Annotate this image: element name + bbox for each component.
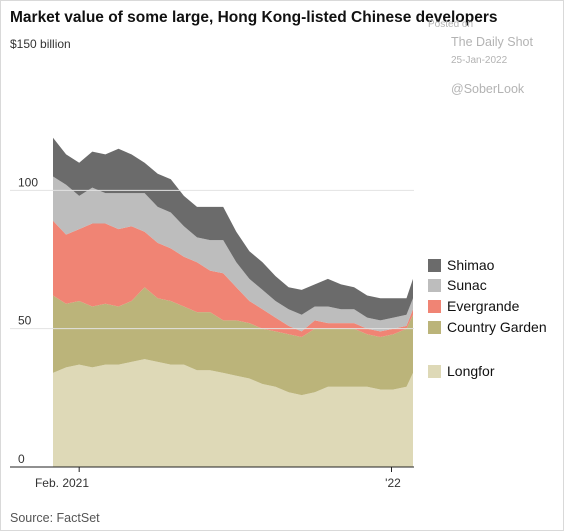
area-longfor [53, 359, 413, 467]
source-note: Source: FactSet [10, 511, 100, 525]
legend-item-country-garden: Country Garden [428, 318, 547, 336]
area-evergrande [53, 220, 413, 337]
legend-label-sunac: Sunac [447, 277, 487, 293]
area-country-garden [53, 287, 413, 396]
legend-swatch-sunac [428, 278, 441, 292]
watermark-date: 25-Jan-2022 [451, 55, 508, 66]
legend-item-sunac: Sunac [428, 276, 487, 294]
y-tick-label-50: 50 [18, 314, 32, 328]
watermark-posted-on: Posted on [428, 19, 474, 30]
x-tick-label-1: '22 [385, 476, 401, 490]
legend-label-longfor: Longfor [447, 363, 495, 379]
y-axis-unit-label: $150 billion [10, 37, 71, 51]
legend-swatch-shimao [428, 258, 441, 272]
legend-item-evergrande: Evergrande [428, 297, 519, 315]
area-sunac [53, 176, 413, 332]
area-shimao [53, 137, 413, 321]
x-tick-label-0: Feb. 2021 [35, 476, 89, 490]
chart-title: Market value of some large, Hong Kong-li… [10, 9, 498, 26]
legend-item-shimao: Shimao [428, 256, 494, 274]
legend-swatch-evergrande [428, 299, 441, 313]
legend-swatch-country-garden [428, 320, 441, 334]
legend-swatch-longfor [428, 364, 441, 378]
y-tick-label-0: 0 [18, 452, 25, 466]
watermark-site: The Daily Shot [451, 35, 533, 49]
legend-label-country-garden: Country Garden [447, 319, 547, 335]
legend-label-evergrande: Evergrande [447, 298, 520, 314]
legend-item-longfor: Longfor [428, 362, 494, 380]
legend-label-shimao: Shimao [447, 257, 495, 273]
y-tick-label-100: 100 [18, 175, 38, 189]
watermark-handle: @SoberLook [451, 82, 525, 96]
